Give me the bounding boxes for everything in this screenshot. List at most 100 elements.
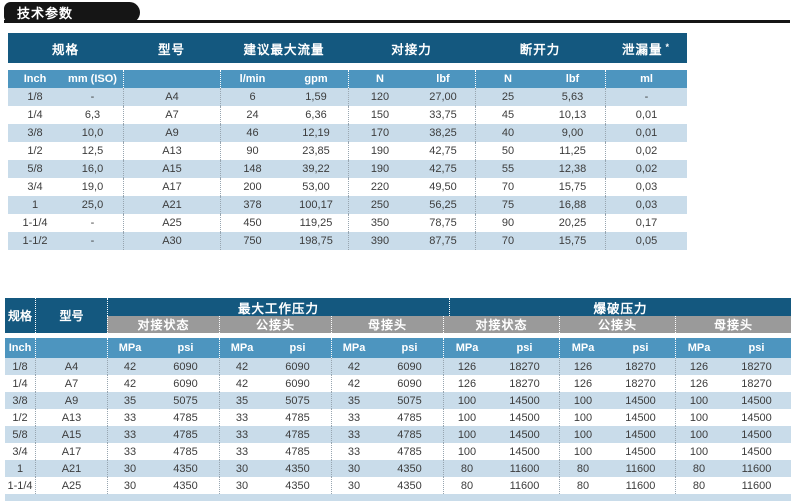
- table-cell: 33: [219, 409, 264, 426]
- table-cell: 100: [443, 426, 490, 443]
- table-cell: 6,36: [305, 109, 327, 121]
- table-cell: 1/4: [27, 109, 43, 121]
- table-cell: A4: [123, 88, 220, 106]
- subheader-inch: Inch: [23, 73, 47, 85]
- table-cell: 5,63: [561, 91, 584, 103]
- subheader-n-disconnect: N: [475, 70, 540, 88]
- table-cell: 23,85: [302, 145, 330, 157]
- table-cell: -: [90, 235, 95, 247]
- table-cell: 11600: [741, 462, 772, 475]
- table-cell: 16,0: [81, 163, 104, 175]
- table-cell: 18270: [741, 377, 772, 390]
- table-cell: 42: [331, 358, 376, 375]
- table-row: 3/4 19,0 A17 200 53,00 220 49,50 70 15,75 0,03: [8, 178, 687, 196]
- table-cell: 250: [348, 196, 411, 214]
- table-cell: 100: [559, 392, 606, 409]
- table-cell: 27,00: [429, 91, 457, 103]
- table-cell: 3/8: [27, 127, 43, 139]
- section-female-coupling: 母接头: [675, 316, 791, 333]
- subheader-lbf-connect: lbf: [436, 73, 450, 85]
- table-row: 1-1/4 - A25 450 119,25 350 78,75 90 20,25 0,17: [8, 214, 687, 232]
- table-cell: 100,17: [299, 199, 333, 211]
- pressure-header-block: 最大工作压力 爆破压力 对接状态 公接头 母接头 对接状态 公接头 母接头: [107, 298, 791, 333]
- table-cell: 35: [107, 392, 152, 409]
- table-cell: 126: [675, 375, 722, 392]
- table-cell: A9: [35, 392, 107, 409]
- section-connected-state: 对接状态: [443, 316, 559, 333]
- table-cell: 70: [475, 178, 540, 196]
- table-cell: 33: [331, 443, 376, 460]
- subheader-gpm: gpm: [304, 73, 328, 85]
- table-cell: 33: [107, 409, 152, 426]
- table-cell: 120: [348, 88, 411, 106]
- page-title: 技术参数: [17, 6, 74, 21]
- subheader-lbf-disconnect: lbf: [565, 73, 580, 85]
- table-row: 1/8 A4 42 6090 42 6090 42 6090 126 18270 126 18270 1…: [5, 358, 791, 375]
- table-cell: -: [605, 88, 687, 106]
- table-cell: 0,01: [605, 124, 687, 142]
- table-cell: 14500: [625, 411, 656, 424]
- table-cell: 6090: [285, 377, 310, 390]
- table-cell: 1-1/2: [22, 235, 48, 247]
- subheader-psi: psi: [401, 342, 418, 354]
- table-cell: 11600: [509, 479, 540, 492]
- table-cell: 33: [219, 426, 264, 443]
- header-max-flow: 建议最大流量: [243, 42, 325, 57]
- header-burst-pressure: 爆破压力: [449, 298, 791, 316]
- table-cell: 5/8: [27, 163, 43, 175]
- subheader-lmin: l/min: [220, 70, 284, 88]
- subheader-mpa: MPa: [559, 338, 606, 358]
- table-cell: 42: [107, 358, 152, 375]
- table-cell: 4350: [173, 479, 198, 492]
- table-cell: 12,38: [558, 163, 587, 175]
- subheader-inch: Inch: [8, 342, 32, 354]
- table-cell: 100: [675, 443, 722, 460]
- table-cell: 33: [219, 443, 264, 460]
- table-cell: 56,25: [429, 199, 457, 211]
- table-cell: A21: [123, 196, 220, 214]
- table-cell: 30: [331, 460, 376, 477]
- table-cell: -: [90, 217, 95, 229]
- table-cell: 126: [559, 375, 606, 392]
- table-cell: 390: [348, 232, 411, 250]
- table-cell: 80: [675, 460, 722, 477]
- table-cell: 55: [475, 160, 540, 178]
- table-cell: 18270: [625, 377, 656, 390]
- table-cell: 1/8: [27, 91, 43, 103]
- table-cell: 378: [220, 196, 284, 214]
- table-cell: 39,22: [302, 163, 330, 175]
- table-cell: 14500: [741, 445, 772, 458]
- table-cell: 12,5: [81, 145, 104, 157]
- header-leakage-label: 泄漏量: [621, 42, 663, 57]
- title-underline: [4, 20, 790, 23]
- table-cell: 33: [331, 409, 376, 426]
- table-cell: 150: [348, 106, 411, 124]
- table-cell: 0,17: [605, 214, 687, 232]
- table-cell: A9: [123, 124, 220, 142]
- table1-subheader-row: Inch mm (ISO) l/min gpm N lbf N lbf ml: [8, 70, 687, 88]
- table-cell: 6090: [173, 377, 198, 390]
- table2-subheader-row: Inch MPa psi MPa psi MPa psi MPa psi MPa…: [5, 338, 791, 358]
- table-cell: 148: [220, 160, 284, 178]
- subheader-psi: psi: [516, 342, 533, 354]
- table-cell: 80: [675, 477, 722, 494]
- table-cell: 0,02: [605, 142, 687, 160]
- table-cell: A17: [35, 443, 107, 460]
- table-cell: 3/4: [27, 181, 43, 193]
- header-spec: 规格: [5, 298, 35, 333]
- table-row: 1/2 12,5 A13 90 23,85 190 42,75 50 11,25 0,02: [8, 142, 687, 160]
- table-row: 5/8 A15 33 4785 33 4785 33 4785 100 14500 100 14500…: [5, 426, 791, 443]
- table-cell: 3/4: [12, 445, 28, 458]
- table-cell: 100: [675, 392, 722, 409]
- subheader-mpa: MPa: [107, 338, 152, 358]
- table-cell: 6090: [285, 360, 310, 373]
- table-cell: 0,03: [605, 196, 687, 214]
- table-cell: 35: [331, 392, 376, 409]
- clipped-partial-row: [5, 494, 791, 501]
- table-cell: 11600: [625, 479, 656, 492]
- table-cell: 126: [675, 358, 722, 375]
- table-cell: 1/4: [12, 377, 28, 390]
- table-cell: 6,3: [84, 109, 101, 121]
- table-cell: 190: [348, 142, 411, 160]
- header-model: 型号: [157, 42, 185, 57]
